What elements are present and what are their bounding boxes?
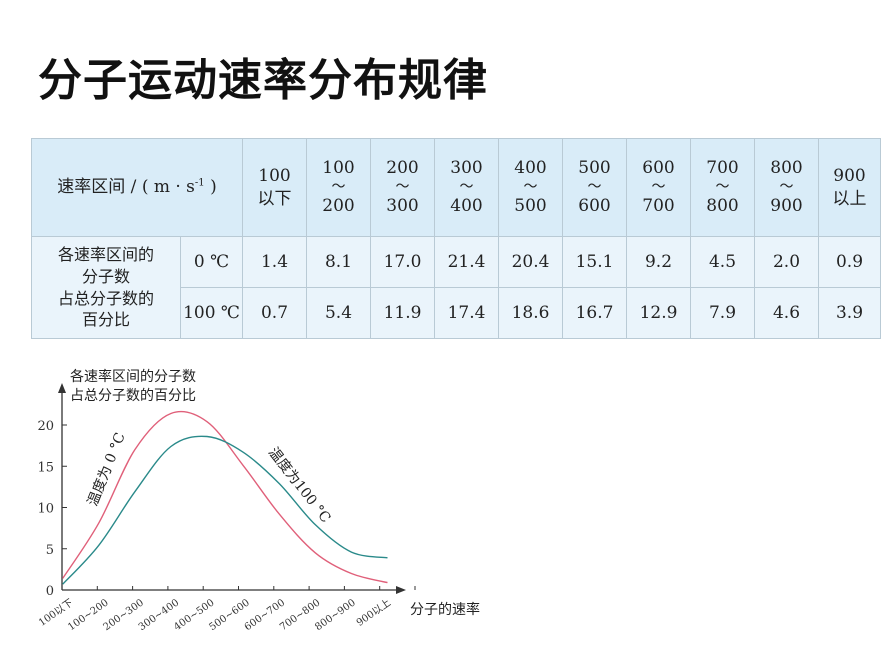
row-label-line: 占总分子数的 (57, 288, 154, 308)
value-cell: 20.4 (498, 236, 563, 288)
value-cell: 4.5 (690, 236, 755, 288)
header-cell-tilde: ～ (587, 178, 602, 195)
y-tick-label: 0 (46, 584, 54, 599)
header-cell-tilde: ～ (331, 178, 346, 195)
header-cell-top: 100 (322, 157, 355, 178)
header-label-exponent: -1 (194, 177, 205, 189)
series-label-0: 温度为 0 °C (85, 431, 129, 509)
x-axis-title: 分子的速率 (410, 601, 480, 618)
header-cell-top: 200 (386, 157, 419, 178)
header-cell-bottom: 以上 (832, 188, 867, 209)
speed-distribution-table: 速率区间 / ( m · s-1 ) 100 以下 100 ～ 200 200 ～ 300… (31, 138, 881, 339)
value-cell: 2.0 (754, 236, 819, 288)
header-cell-top: 500 (578, 157, 611, 178)
y-tick-label: 10 (37, 502, 54, 517)
row-label-line: 分子数 (81, 266, 130, 286)
header-label-text: 速率区间 / ( m · s (57, 177, 195, 198)
header-label-close: ) (204, 177, 217, 198)
distribution-chart: 05101520100以下100~200200~300300~400400~50… (37, 368, 480, 633)
series-line-1 (62, 435, 388, 585)
header-cell-bottom: 300 (386, 196, 419, 217)
value-cell: 17.0 (370, 236, 435, 288)
header-cell-top: 800 (770, 157, 803, 178)
header-cell-tilde: ～ (715, 178, 730, 195)
row-label-line: 百分比 (81, 310, 130, 330)
header-cell-bottom: 以下 (257, 188, 292, 209)
series-label-1: 温度为100 °C (265, 445, 334, 526)
row-group-label: 各速率区间的 分子数 占总分子数的 百分比 (31, 236, 181, 339)
header-cell: 100 ～ 200 (306, 138, 371, 237)
header-cell-bottom: 900 (770, 196, 803, 217)
header-cell-top: 300 (450, 157, 483, 178)
header-cell: 700 ～ 800 (690, 138, 755, 237)
value-cell: 17.4 (434, 287, 499, 339)
header-cell: 100 以下 (242, 138, 307, 237)
value-cell: 18.6 (498, 287, 563, 339)
header-cell-bottom: 700 (642, 196, 675, 217)
value-cell: 21.4 (434, 236, 499, 288)
header-cell-top: 600 (642, 157, 675, 178)
y-tick-label: 5 (46, 543, 54, 558)
value-cell: 16.7 (562, 287, 627, 339)
y-tick-label: 15 (37, 460, 54, 475)
header-cell-bottom: 500 (514, 196, 547, 217)
header-cell-top: 400 (514, 157, 547, 178)
header-cell-tilde: ～ (779, 178, 794, 195)
header-cell-tilde: ～ (651, 178, 666, 195)
header-cell: 900 以上 (818, 138, 881, 237)
y-axis-title: 各速率区间的分子数 (70, 368, 196, 385)
header-row: 速率区间 / ( m · s-1 ) 100 以下 100 ～ 200 200 ～ 300… (31, 138, 881, 237)
page-title: 分子运动速率分布规律 (38, 55, 488, 106)
header-cell-bottom: 200 (322, 196, 355, 217)
table-row: 100 ℃ 0.7 5.4 11.9 17.4 18.6 16.7 12.9 7… (32, 287, 881, 339)
y-tick-label: 20 (37, 419, 54, 434)
header-cell-tilde: ～ (395, 178, 410, 195)
header-cell: 600 ～ 700 (626, 138, 691, 237)
header-cell-tilde: ～ (459, 178, 474, 195)
value-cell: 0.7 (242, 287, 307, 339)
header-cell: 800 ～ 900 (754, 138, 819, 237)
header-cell-bottom: 600 (578, 196, 611, 217)
header-cell-top: 900 (833, 165, 866, 186)
header-cell: 500 ～ 600 (562, 138, 627, 237)
value-cell: 3.9 (818, 287, 881, 339)
header-cell-bottom: 800 (706, 196, 739, 217)
header-cell-top: 700 (706, 157, 739, 178)
value-cell: 5.4 (306, 287, 371, 339)
x-tick-label: 900以上 (354, 597, 393, 629)
header-speed-label: 速率区间 / ( m · s-1 ) (31, 138, 243, 237)
value-cell: 0.9 (818, 236, 881, 288)
y-axis-title: 占总分子数的百分比 (70, 388, 196, 404)
header-cell-top: 100 (258, 165, 291, 186)
row-label-line: 各速率区间的 (57, 245, 154, 265)
value-cell: 9.2 (626, 236, 691, 288)
value-cell: 7.9 (690, 287, 755, 339)
temp-cell: 0 ℃ (180, 236, 243, 288)
x-tick-label: 800~900 (313, 597, 357, 633)
value-cell: 12.9 (626, 287, 691, 339)
value-cell: 15.1 (562, 236, 627, 288)
table-row: 各速率区间的 分子数 占总分子数的 百分比 0 ℃ 1.4 8.1 17.0 2… (31, 236, 881, 339)
header-cell: 400 ～ 500 (498, 138, 563, 237)
header-cell: 200 ～ 300 (370, 138, 435, 237)
header-cell-tilde: ～ (523, 178, 538, 195)
y-axis-arrow (58, 383, 66, 393)
value-cell: 11.9 (370, 287, 435, 339)
header-cell-bottom: 400 (450, 196, 483, 217)
value-cell: 4.6 (754, 287, 819, 339)
series-line-0 (62, 410, 388, 584)
value-cell: 1.4 (242, 236, 307, 288)
temp-cell: 100 ℃ (180, 287, 243, 339)
x-axis-arrow (396, 586, 406, 594)
header-cell: 300 ～ 400 (434, 138, 499, 237)
value-cell: 8.1 (306, 236, 371, 288)
